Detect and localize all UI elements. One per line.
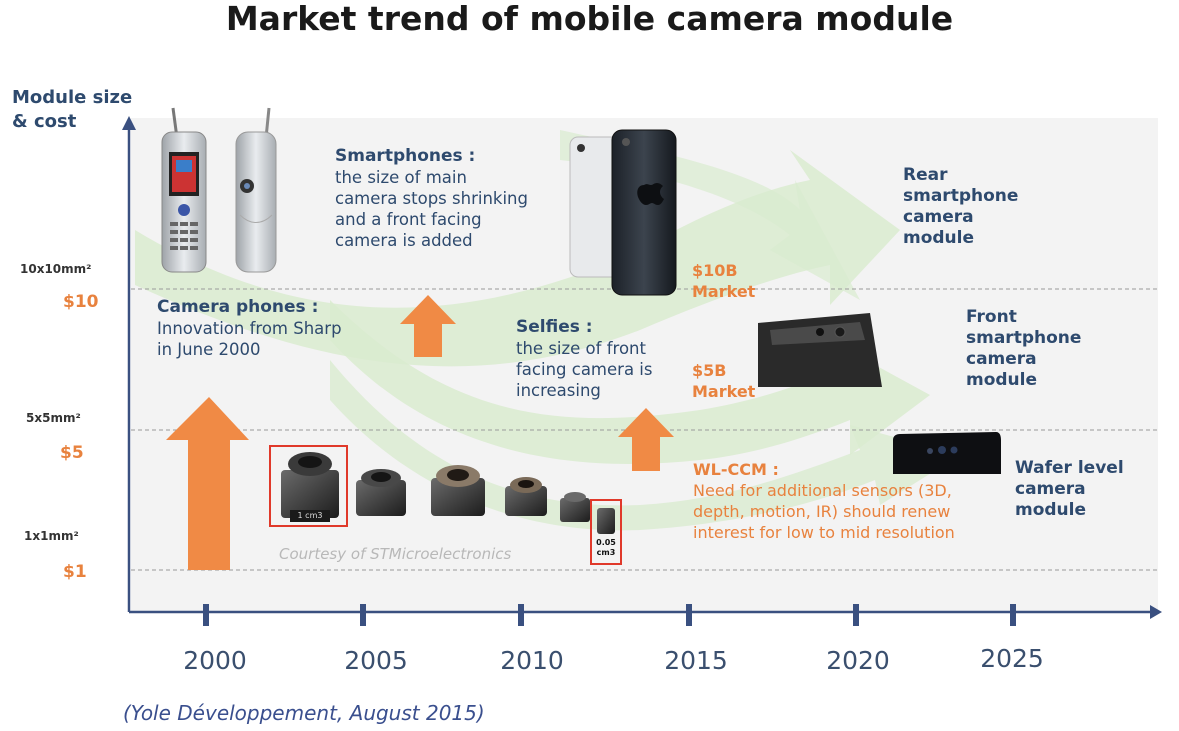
selfie-orange-arrow [618,408,674,471]
camera-modules-row [269,445,622,565]
selfies-line-1: the size of front [516,339,646,358]
wlccm-line-1: Need for additional sensors (3D, [693,481,952,500]
smartphones-title: Smartphones : [335,146,476,166]
market-10b: $10B Market [692,261,756,301]
annotation-selfies: Selfies : the size of front facing camer… [516,317,652,401]
front-trend-arrow [330,300,930,464]
sharp-phone-front [161,107,207,273]
slide-title: Market trend of mobile camera module [225,0,954,38]
module-3 [431,465,485,516]
smartphones-line-3: and a front facing [335,210,482,229]
tick-2025 [1010,604,1016,626]
wlccm-title: WL-CCM : [693,460,779,479]
tick-2015 [686,604,692,626]
selfies-line-3: increasing [516,381,601,400]
x-axis-arrowhead [1150,605,1162,619]
module-4 [505,477,547,516]
rear-trend-arrow [135,150,900,367]
wafer-trend-arrow [330,360,960,531]
annotation-camera-phones: Camera phones : Innovation from Sharp in… [157,297,342,360]
courtesy-note: Courtesy of STMicroelectronics [279,545,512,563]
wlccm-line-2: depth, motion, IR) should renew [693,502,951,521]
size-label-10x10: 10x10mm² [20,262,92,276]
top-trend-arrow [560,130,860,300]
smartphones-line-2: camera stops shrinking [335,189,528,208]
module-size-label-small: 0.05 cm3 [596,538,616,557]
x-ticks [203,604,1016,626]
module-1 [281,452,339,522]
size-label-5x5: 5x5mm² [26,411,81,425]
selfies-line-2: facing camera is [516,360,653,379]
big-orange-arrow [166,397,249,570]
annotation-smartphones: Smartphones : the size of main camera st… [335,146,528,251]
module-2 [356,469,406,516]
camera-phones-line-1: Innovation from Sharp [157,319,342,338]
y-axis-label: Module size & cost [12,87,133,132]
sharp-phone-back [235,107,277,273]
y-axis-arrowhead [122,116,136,130]
year-2015: 2015 [664,646,728,675]
module-size-label-big: 1 cm3 [297,511,323,520]
smartphone-orange-arrow [400,295,456,357]
module-5 [560,492,590,522]
rear-module-label: Rear smartphone camera module [903,165,1019,248]
tick-2020 [853,604,859,626]
year-2000: 2000 [183,646,247,675]
size-label-1x1: 1x1mm² [24,529,79,543]
front-module-label: Front smartphone camera module [966,307,1082,390]
year-2020: 2020 [826,646,890,675]
smartphones-line-1: the size of main [335,168,467,187]
tick-2000 [203,604,209,626]
year-2005: 2005 [344,646,408,675]
market-5b: $5B Market [692,361,756,401]
module-6 [597,508,615,534]
camera-phones-title: Camera phones : [157,297,319,317]
source-citation: (Yole Développement, August 2015) [123,701,485,725]
tick-2005 [360,604,366,626]
front-camera-module-image [758,313,882,387]
smartphones-line-4: camera is added [335,231,473,250]
cost-label-10: $10 [63,292,99,312]
wafer-module-image [893,432,1001,474]
camera-phones-line-2: in June 2000 [157,340,261,359]
year-2010: 2010 [500,646,564,675]
iphone-black [611,129,677,296]
cost-label-5: $5 [60,443,84,463]
tick-2010 [518,604,524,626]
year-2025: 2025 [980,644,1044,673]
cost-label-1: $1 [63,562,87,582]
annotation-wlccm: WL-CCM : Need for additional sensors (3D… [693,459,955,543]
wafer-module-label: Wafer level camera module [1015,458,1124,520]
wlccm-line-3: interest for low to mid resolution [693,523,955,542]
selfies-title: Selfies : [516,317,593,337]
